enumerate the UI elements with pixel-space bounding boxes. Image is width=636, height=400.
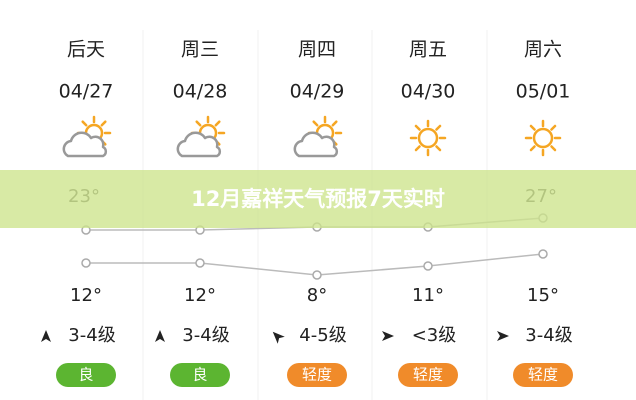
aqi-pill [287, 363, 347, 387]
low-label: 12° [184, 285, 216, 306]
date: 05/01 [516, 81, 571, 103]
day-name: 周五 [409, 39, 447, 61]
banner [0, 170, 636, 228]
sun-ray [550, 145, 557, 152]
wind: 4-5级 [299, 325, 346, 346]
wind: <3级 [412, 325, 457, 346]
low-label: 15° [527, 285, 559, 306]
cloud [293, 131, 339, 158]
date: 04/29 [290, 81, 345, 103]
sun [417, 127, 439, 149]
wind-arrow [382, 331, 394, 341]
sun-ray [214, 120, 221, 127]
sun-ray [529, 145, 536, 152]
sun-ray [435, 124, 442, 131]
cloud [176, 131, 222, 158]
aqi: 轻度 [528, 366, 558, 384]
aqi-pill [170, 363, 230, 387]
day-name: 周四 [298, 39, 336, 61]
aqi-pill [398, 363, 458, 387]
aqi: 良 [78, 366, 93, 384]
sun-ray [435, 145, 442, 152]
wind: 3-4级 [68, 325, 115, 346]
aqi: 良 [192, 366, 207, 384]
sun [532, 127, 554, 149]
wind: 3-4级 [525, 325, 572, 346]
aqi: 轻度 [413, 366, 443, 384]
low-point [81, 258, 91, 268]
low-point [195, 258, 205, 268]
aqi-pill [513, 363, 573, 387]
wind-arrow [272, 331, 285, 344]
sun-ray [529, 124, 536, 131]
low-label: 11° [412, 285, 444, 306]
date: 04/28 [173, 81, 228, 103]
sun-ray [414, 145, 421, 152]
low-label: 12° [70, 285, 102, 306]
aqi: 轻度 [302, 366, 332, 384]
sun-ray [195, 120, 202, 127]
sun-ray [550, 124, 557, 131]
sun-ray [414, 124, 421, 131]
low-point [312, 270, 322, 280]
sun-ray [100, 120, 107, 127]
wind: 3-4级 [182, 325, 229, 346]
date: 04/30 [401, 81, 456, 103]
date: 04/27 [59, 81, 114, 103]
sun-ray [331, 120, 338, 127]
aqi-pill [56, 363, 116, 387]
banner-title: 12月嘉祥天气预报7天实时 [191, 187, 445, 211]
low-point [423, 261, 433, 271]
day-name: 周六 [524, 39, 562, 61]
day-name: 后天 [67, 39, 105, 61]
low-point [538, 249, 548, 259]
wind-arrow [41, 330, 51, 342]
cloud [62, 131, 108, 158]
wind-arrow [155, 330, 165, 342]
sun-ray [312, 120, 319, 127]
day-name: 周三 [181, 39, 219, 61]
sun-ray [81, 120, 88, 127]
low-label: 8° [307, 285, 327, 306]
wind-arrow [497, 331, 509, 341]
